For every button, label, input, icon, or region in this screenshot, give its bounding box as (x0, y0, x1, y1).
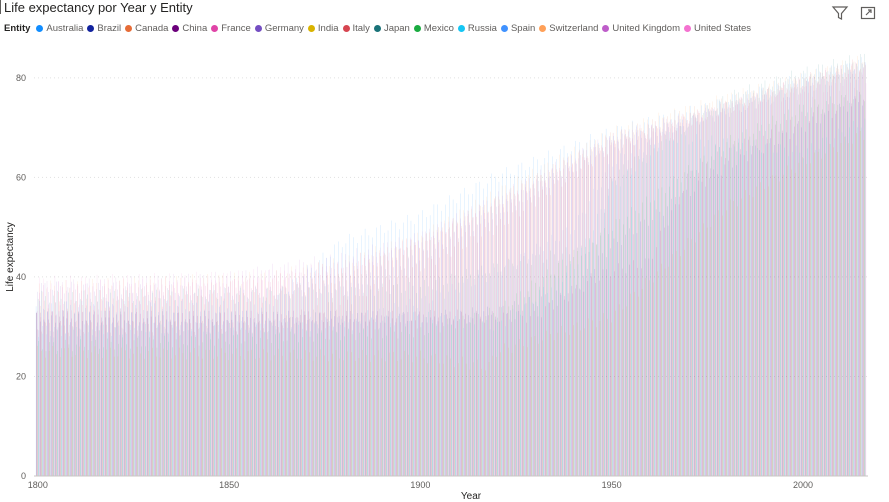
legend-marker (413, 24, 421, 32)
legend-marker (500, 24, 508, 32)
legend-marker (307, 24, 315, 32)
legend-marker (36, 24, 44, 32)
legend-marker (373, 24, 381, 32)
visual-header (831, 4, 877, 22)
y-tick-label: 40 (16, 272, 26, 282)
legend-marker (125, 24, 133, 32)
legend-label: Spain (510, 22, 536, 34)
legend-label: China (182, 22, 208, 34)
y-tick-label: 0 (21, 471, 26, 481)
legend-marker (684, 24, 691, 32)
chart-title: Life expectancy por Year y Entity (4, 0, 193, 15)
legend-label: Brazil (97, 22, 122, 34)
legend-marker (87, 24, 95, 32)
legend-marker (211, 24, 219, 32)
legend-label: Australia (46, 22, 84, 34)
legend-marker (457, 24, 465, 32)
legend-item-italy[interactable]: Italy (342, 22, 370, 34)
legend-item-germany[interactable]: Germany (254, 22, 304, 34)
legend-item-australia[interactable]: Australia (36, 23, 83, 34)
y-tick-label: 20 (16, 371, 26, 381)
legend-item-united-kingdom[interactable]: United Kingdom (602, 23, 680, 34)
legend-label: Germany (264, 22, 304, 34)
legend-marker (539, 24, 547, 32)
legend-item-canada[interactable]: Canada (125, 23, 168, 34)
x-tick-label: 1800 (28, 480, 48, 490)
legend-label: India (317, 22, 339, 34)
legend-label: Mexico (423, 22, 454, 34)
legend-label: Canada (135, 22, 169, 34)
legend-items: Australia Brazil Canada China France Germany I… (36, 23, 755, 34)
x-tick-label: 1850 (219, 480, 239, 490)
legend-item-mexico[interactable]: Mexico (413, 22, 454, 34)
x-tick-label: 1900 (410, 480, 430, 490)
legend-label: France (221, 22, 251, 34)
legend-item-russia[interactable]: Russia (457, 22, 497, 34)
legend-title: Entity (4, 22, 31, 34)
legend-label: Russia (467, 22, 497, 34)
legend-label: Japan (383, 22, 410, 34)
focus-mode-icon[interactable] (859, 4, 877, 22)
legend-label: Switzerland (549, 22, 599, 34)
legend-item-switzerland[interactable]: Switzerland (539, 23, 598, 34)
legend-marker (172, 24, 180, 32)
legend-label: Italy (352, 22, 370, 34)
chart-legend: Entity Australia Brazil Canada China France G… (4, 21, 755, 35)
legend-marker (602, 24, 610, 32)
x-tick-label: 1950 (602, 480, 622, 490)
y-tick-label: 80 (16, 73, 26, 83)
bars-group (35, 53, 867, 477)
legend-label: United States (694, 22, 752, 34)
legend-marker (254, 24, 262, 32)
y-tick-label: 60 (16, 172, 26, 182)
visual-corner-mark (0, 0, 5, 14)
legend-item-spain[interactable]: Spain (500, 22, 536, 34)
legend-marker (342, 24, 350, 32)
legend-label: United Kingdom (612, 22, 680, 34)
x-tick-label: 2000 (793, 480, 813, 490)
x-axis-title: Year (461, 491, 482, 502)
filter-icon[interactable] (831, 4, 849, 22)
legend-item-france[interactable]: France (211, 23, 251, 34)
legend-item-china[interactable]: China (172, 23, 207, 34)
legend-item-india[interactable]: India (307, 22, 339, 34)
legend-item-japan[interactable]: Japan (373, 22, 410, 34)
y-axis-title: Life expectancy (5, 222, 16, 292)
legend-item-brazil[interactable]: Brazil (87, 23, 121, 34)
legend-item-united-states[interactable]: United States (684, 23, 751, 34)
